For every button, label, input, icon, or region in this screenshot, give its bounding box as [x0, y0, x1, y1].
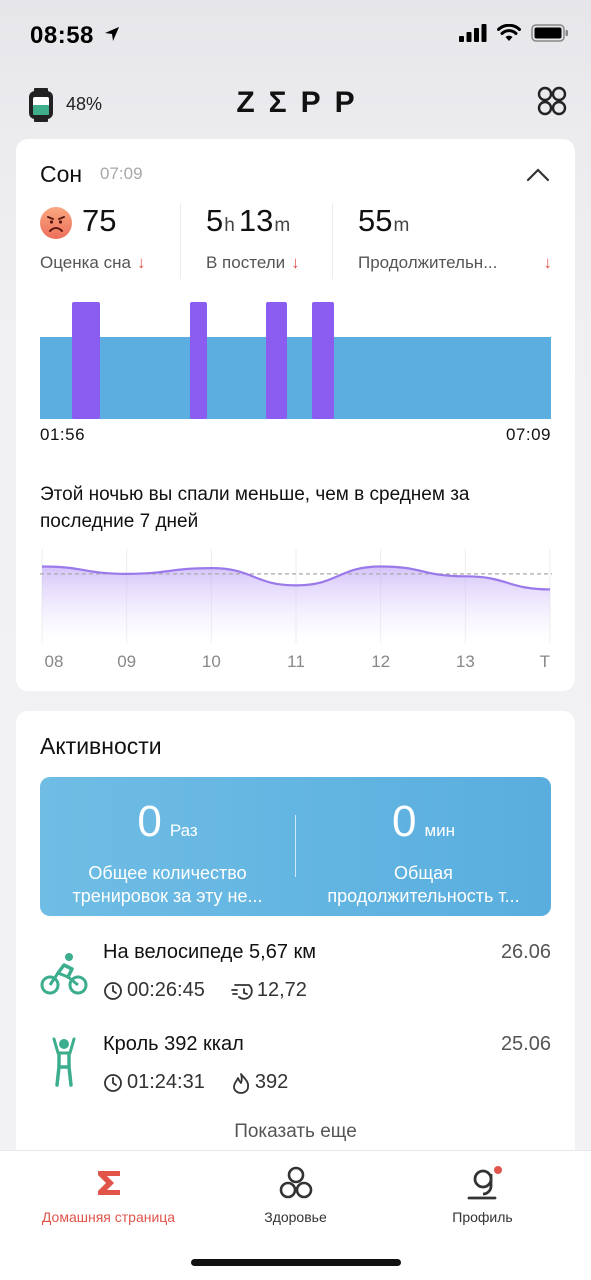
- health-icon: [279, 1166, 312, 1199]
- sleep-score: 75 Оценка сна ↓: [40, 203, 145, 273]
- in-bed-label: В постели: [206, 253, 286, 272]
- in-bed-minutes-unit: m: [274, 215, 291, 236]
- sleep-comparison-text: Этой ночью вы спали меньше, чем в средне…: [40, 484, 470, 532]
- bottom-tab-bar: Домашняя страница Здоровье Профиль: [0, 1150, 591, 1280]
- clock-icon: [104, 981, 122, 1000]
- apps-icon[interactable]: [537, 86, 567, 121]
- total-duration-value: 0: [391, 797, 417, 846]
- sigma-icon: [97, 1171, 120, 1195]
- deep-sleep-block: [72, 302, 100, 419]
- status-icons: [459, 24, 569, 42]
- show-more-button[interactable]: Показать еще: [234, 1121, 357, 1142]
- total-workouts: 0 Раз Общее количество тренировок за эту …: [40, 777, 295, 916]
- sleep-card[interactable]: Сон 07:09 75 Оценка сна ↓ 5 h 13: [16, 139, 575, 691]
- sleep-title: Сон: [40, 161, 83, 187]
- activities-title: Активности: [40, 733, 162, 759]
- trend-area: [42, 566, 550, 643]
- tab-profile-label: Профиль: [452, 1209, 513, 1225]
- in-bed-minutes: 13: [238, 203, 274, 238]
- arrow-down-icon: ↓: [136, 253, 146, 272]
- workout-pace: 12,72: [256, 979, 307, 1001]
- status-time: 08:58: [30, 22, 94, 49]
- tab-profile[interactable]: Профиль: [384, 1165, 581, 1225]
- deep-sleep-block: [266, 302, 287, 419]
- sleep-stages-chart[interactable]: [40, 299, 551, 421]
- workout-duration: 01:24:31: [127, 1071, 205, 1093]
- arrow-down-icon: ↓: [291, 253, 300, 272]
- tab-home-label: Домашняя страница: [41, 1209, 176, 1225]
- collapse-button[interactable]: [523, 163, 553, 187]
- bicycle-icon: [40, 953, 88, 995]
- total-workouts-unit: Раз: [169, 821, 198, 840]
- chart-end-time: 07:09: [505, 425, 551, 444]
- duration-label: Продолжительн...: [358, 253, 498, 272]
- activities-card: Активности 0 Раз Общее количество трениро…: [16, 711, 575, 1171]
- app-header: 48% ZΣPP: [0, 80, 591, 130]
- workout-date: 25.06: [500, 1033, 551, 1055]
- location-arrow-icon: [104, 26, 120, 47]
- tick-label: T: [540, 652, 550, 671]
- workout-name: На велосипеде 5,67 км: [103, 941, 317, 963]
- total-duration: 0 мин Общая продолжительность т...: [296, 777, 551, 916]
- in-bed-hours: 5: [206, 203, 224, 238]
- device-battery: 48%: [66, 94, 103, 114]
- workout-item[interactable]: Кроль 392 ккал 25.06 01:24:31 392: [40, 1033, 551, 1103]
- tab-home[interactable]: Домашняя страница: [10, 1165, 207, 1225]
- pace-icon: [230, 983, 253, 1000]
- total-duration-unit: мин: [424, 821, 456, 840]
- workout-calories: 392: [254, 1071, 289, 1093]
- workout-item[interactable]: На велосипеде 5,67 км 26.06 00:26:45 12,…: [40, 941, 551, 1011]
- arrow-down-icon: ↓: [543, 253, 553, 272]
- sleep-duration: 55 m Продолжительн... ↓: [358, 203, 552, 273]
- swimmer-icon: [52, 1037, 76, 1087]
- tick-label: 09: [117, 652, 136, 671]
- chevron-up-icon: [526, 168, 550, 182]
- notification-dot: [493, 1166, 502, 1174]
- wifi-icon: [497, 24, 521, 41]
- chart-start-time: 01:56: [40, 425, 86, 444]
- total-workouts-label-1: Общее количество: [88, 863, 247, 883]
- workout-name: Кроль 392 ккал: [103, 1033, 244, 1055]
- divider: [295, 815, 296, 877]
- tick-label: 13: [456, 652, 475, 671]
- total-workouts-value: 0: [137, 797, 162, 846]
- activities-summary[interactable]: 0 Раз Общее количество тренировок за эту …: [40, 777, 551, 916]
- flame-icon: [232, 1072, 249, 1094]
- sleep-time: 07:09: [100, 164, 143, 183]
- divider: [332, 203, 333, 279]
- clock-icon: [104, 1073, 122, 1092]
- signal-icon: [459, 24, 487, 42]
- total-duration-label-1: Общая: [394, 863, 453, 883]
- profile-icon: [467, 1166, 502, 1200]
- total-workouts-label-2: тренировок за эту не...: [72, 886, 263, 906]
- sleep-trend-chart[interactable]: 08 09 10 11 12 13 T: [40, 545, 552, 675]
- workout-duration: 00:26:45: [127, 979, 205, 1001]
- trend-line: [41, 565, 551, 591]
- in-bed: 5 h 13 m В постели ↓: [206, 203, 300, 273]
- tick-label: 08: [45, 652, 64, 671]
- tick-label: 11: [287, 652, 305, 671]
- sad-face-icon: [40, 207, 72, 239]
- tab-health[interactable]: Здоровье: [197, 1165, 394, 1225]
- tab-health-label: Здоровье: [264, 1209, 327, 1225]
- battery-icon: [531, 24, 568, 42]
- duration-unit: m: [393, 215, 410, 236]
- sleep-score-value: 75: [82, 203, 117, 238]
- deep-sleep-block: [190, 302, 207, 419]
- watch-icon[interactable]: [28, 88, 54, 127]
- deep-sleep-block: [312, 302, 334, 419]
- workout-date: 26.06: [500, 941, 551, 963]
- tick-label: 10: [202, 652, 221, 671]
- light-sleep-band: [40, 337, 551, 419]
- sleep-score-label: Оценка сна: [40, 253, 131, 272]
- zepp-logo: ZΣPP: [236, 86, 369, 119]
- in-bed-hours-unit: h: [224, 215, 235, 236]
- divider: [180, 203, 181, 279]
- total-duration-label-2: продолжительность т...: [327, 886, 520, 906]
- tick-label: 12: [371, 652, 390, 671]
- duration-value: 55: [358, 203, 393, 238]
- status-bar: 08:58: [0, 0, 591, 72]
- home-indicator: [191, 1259, 401, 1266]
